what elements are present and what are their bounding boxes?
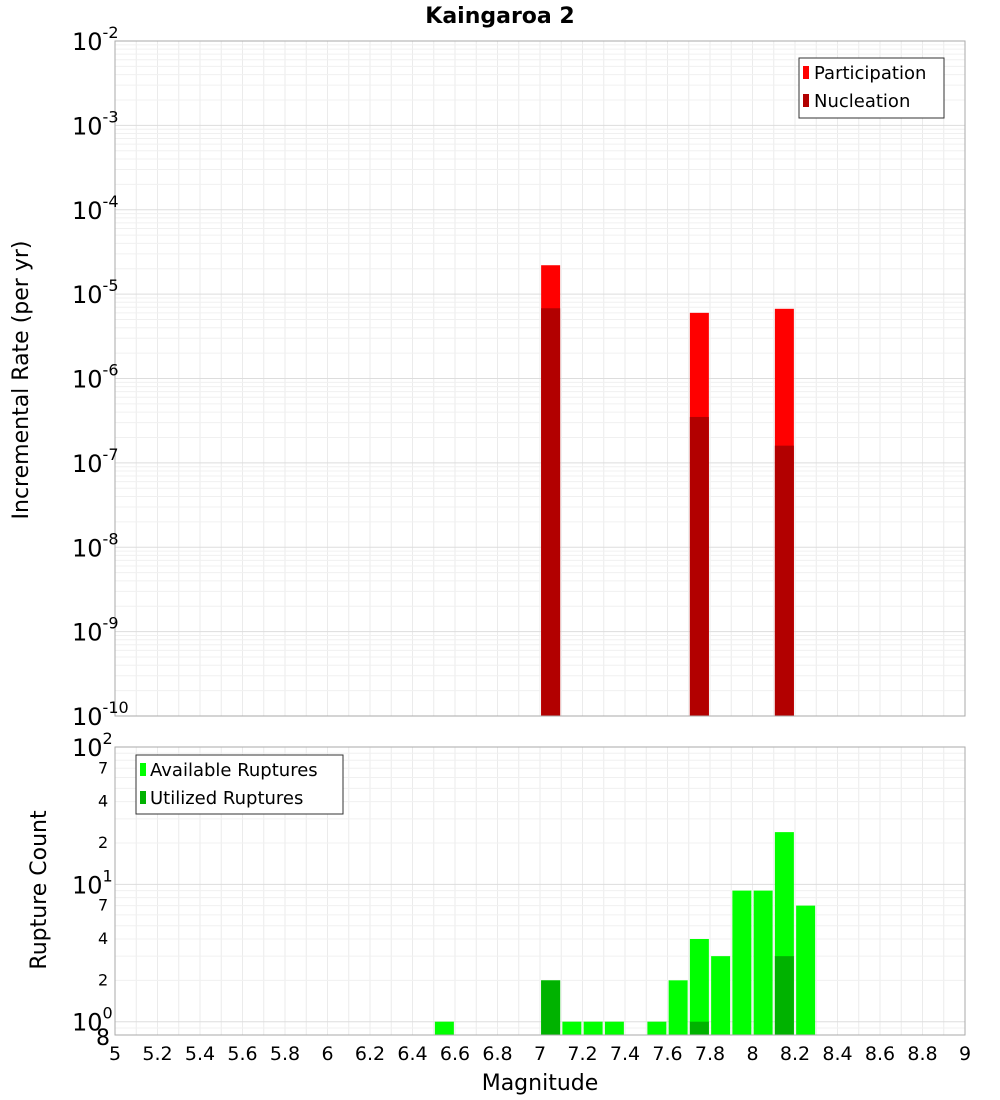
bottom-y-axis-label: Rupture Count — [27, 810, 52, 970]
x-tick-label: 6 — [321, 1043, 333, 1065]
y-minor-tick-label: 4 — [98, 792, 108, 811]
x-tick-label: 8.6 — [865, 1043, 895, 1065]
y-tick-label: 10-2 — [72, 23, 119, 56]
x-tick-label: 8.2 — [780, 1043, 810, 1065]
x-tick-label: 9 — [959, 1043, 971, 1065]
bar-utilized-ruptures — [541, 980, 561, 1035]
bar-utilized-ruptures — [689, 1021, 709, 1035]
y-tick-label: 10-10 — [72, 698, 129, 731]
bar-utilized-ruptures — [774, 956, 794, 1035]
bar-available-ruptures — [668, 980, 688, 1035]
x-tick-label: 5.4 — [185, 1043, 215, 1065]
y-minor-tick-label: 2 — [98, 970, 108, 989]
y-tick-label: 10-3 — [72, 107, 119, 140]
x-tick-label: 5.8 — [270, 1043, 300, 1065]
y-minor-tick-label: 7 — [98, 896, 108, 915]
x-tick-label: 7 — [534, 1043, 546, 1065]
y-tick-label: 10-8 — [72, 529, 119, 562]
x-axis-label: Magnitude — [482, 1071, 599, 1096]
bottom-plot-frame — [114, 746, 966, 1036]
x-tick-label: 6.6 — [440, 1043, 470, 1065]
x-tick-label: 5.2 — [142, 1043, 172, 1065]
x-tick-label: 7.4 — [610, 1043, 640, 1065]
legend-swatch-nucleation — [803, 94, 809, 107]
x-tick-label: 6.8 — [482, 1043, 512, 1065]
legend-label-available-ruptures: Available Ruptures — [150, 760, 318, 781]
x-tick-label: 8.4 — [822, 1043, 852, 1065]
x-tick-label: 5 — [109, 1043, 121, 1065]
legend-label-nucleation: Nucleation — [814, 91, 910, 112]
top-legend-box — [798, 57, 945, 119]
bar-nucleation — [541, 308, 561, 716]
x-tick-label: 8.8 — [907, 1043, 937, 1065]
x-tick-labels: 5 5.2 5.4 5.6 5.8 6 6.2 6.4 6.6 6.8 7 7.2 7.4 7.6 7.8 8… — [109, 1043, 971, 1065]
y-minor-tick-label: 8 — [96, 1026, 110, 1051]
bar-available-ruptures — [434, 1021, 454, 1035]
bottom-legend: Available Ruptures Utilized Ruptures — [135, 754, 344, 815]
bar-available-ruptures — [689, 939, 709, 1035]
y-minor-tick-label: 7 — [98, 758, 108, 777]
legend-label-utilized-ruptures: Utilized Ruptures — [150, 788, 303, 809]
chart-title: Kaingaroa 2 — [425, 4, 574, 29]
y-tick-label: 10-7 — [72, 445, 119, 478]
x-tick-label: 7.6 — [652, 1043, 682, 1065]
bar-available-ruptures — [583, 1021, 603, 1035]
legend-swatch-available-ruptures — [140, 763, 146, 776]
y-minor-tick-label: 2 — [98, 833, 108, 852]
top-plot-frame — [114, 40, 966, 717]
bar-available-ruptures — [796, 905, 816, 1035]
bar-available-ruptures — [604, 1021, 624, 1035]
y-tick-label: 10-9 — [72, 614, 119, 647]
bar-available-ruptures — [732, 890, 752, 1035]
bar-available-ruptures — [711, 956, 731, 1035]
y-tick-label: 102 — [72, 729, 113, 762]
top-legend: Participation Nucleation — [798, 57, 945, 119]
bottom-bars — [434, 832, 816, 1035]
top-y-tick-labels: 10-10 10-9 10-8 10-7 10-6 10-5 10-4 10-3 10-2 — [72, 23, 129, 731]
top-bars — [541, 265, 794, 716]
x-tick-label: 6.2 — [355, 1043, 385, 1065]
legend-swatch-participation — [803, 66, 809, 79]
x-tick-label: 8 — [746, 1043, 758, 1065]
top-y-axis-label: Incremental Rate (per yr) — [9, 241, 34, 520]
legend-swatch-utilized-ruptures — [140, 791, 146, 804]
y-tick-label: 10-6 — [72, 361, 119, 394]
y-minor-tick-label: 4 — [98, 929, 108, 948]
y-tick-label: 10-4 — [72, 192, 119, 225]
bar-nucleation — [689, 416, 709, 716]
x-tick-label: 5.6 — [227, 1043, 257, 1065]
bottom-legend-box — [135, 754, 344, 815]
bottom-y-tick-labels: 100 101 102 8 2 4 7 2 4 7 — [72, 729, 113, 1051]
x-tick-label: 7.8 — [695, 1043, 725, 1065]
top-grid — [114, 41, 966, 717]
bar-available-ruptures — [562, 1021, 582, 1035]
y-tick-label: 101 — [72, 866, 113, 899]
y-tick-label: 100 — [72, 1004, 113, 1037]
x-tick-label: 7.2 — [567, 1043, 597, 1065]
bar-available-ruptures — [647, 1021, 667, 1035]
legend-label-participation: Participation — [814, 63, 926, 84]
bar-nucleation — [774, 445, 794, 716]
x-tick-label: 6.4 — [397, 1043, 427, 1065]
y-tick-label: 10-5 — [72, 276, 119, 309]
bar-available-ruptures — [753, 890, 773, 1035]
